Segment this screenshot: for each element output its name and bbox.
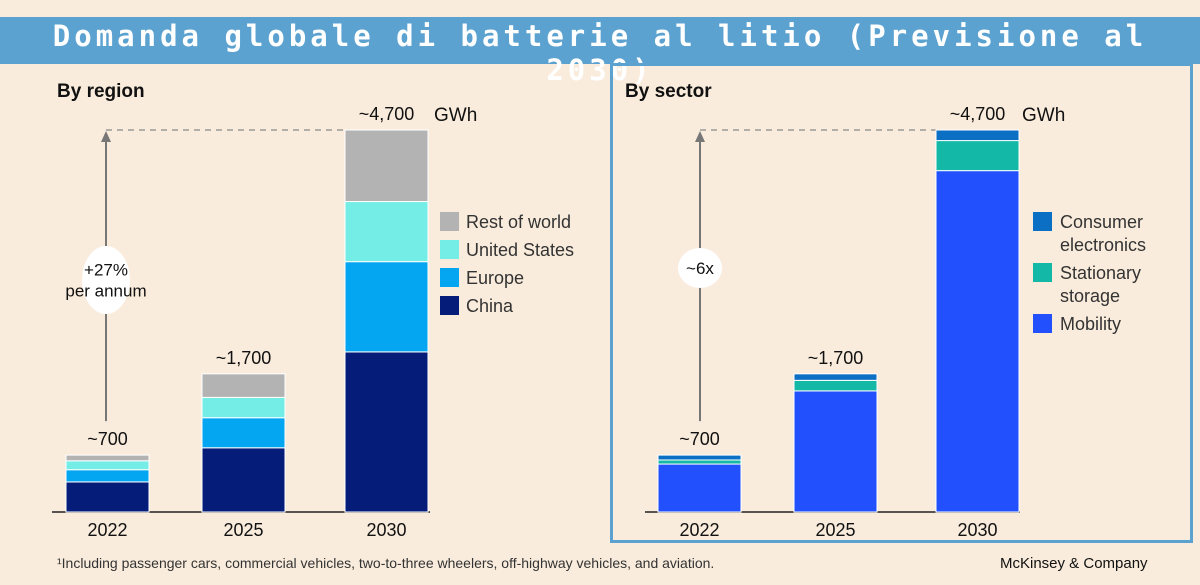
sector-total-label-2022: ~700 <box>679 429 720 449</box>
sector-growth-arrowhead <box>695 131 705 142</box>
sector-legend-label: Mobility <box>1060 314 1121 334</box>
sector-bar-2030-stationary-storage <box>935 140 1020 172</box>
sector-total-label-2030: ~4,700 <box>950 104 1006 124</box>
region-legend-label: United States <box>466 240 574 260</box>
brand-logo-text: McKinsey & Company <box>1000 555 1148 572</box>
region-bar-2030-united-states <box>344 201 429 263</box>
region-growth-label: +27% <box>84 261 128 280</box>
region-bar-2022-china <box>65 481 150 513</box>
region-unit-label: GWh <box>434 105 477 126</box>
region-x-tick-2022: 2022 <box>87 520 127 540</box>
sector-growth-label: ~6x <box>686 259 714 278</box>
sector-unit-label: GWh <box>1022 105 1065 126</box>
sector-bar-2030-mobility <box>935 170 1020 513</box>
sector-legend-label: electronics <box>1060 235 1146 255</box>
region-total-label-2030: ~4,700 <box>359 104 415 124</box>
sector-legend-swatch-stationary-storage <box>1033 263 1052 282</box>
sector-legend-swatch-consumer-electronics <box>1033 212 1052 231</box>
region-bar-2022-europe <box>65 469 150 483</box>
region-legend-swatch-rest-of-world <box>440 212 459 231</box>
sector-bar-2025-mobility <box>793 390 878 513</box>
region-total-label-2025: ~1,700 <box>216 348 272 368</box>
chart-title: Domanda globale di batterie al litio (Pr… <box>52 19 1148 87</box>
title-band <box>0 17 1200 64</box>
sector-x-tick-2022: 2022 <box>679 520 719 540</box>
region-legend-label: China <box>466 296 514 316</box>
region-bar-2022-united-states <box>65 460 150 471</box>
sector-bar-2022-mobility <box>657 463 742 513</box>
sector-x-tick-2030: 2030 <box>957 520 997 540</box>
region-bar-2030-europe <box>344 261 429 353</box>
sector-x-tick-2025: 2025 <box>815 520 855 540</box>
footnote: ¹Including passenger cars, commercial ve… <box>57 555 715 571</box>
sector-bar-2025-consumer-electronics <box>793 373 878 381</box>
region-panel-heading: By region <box>57 81 145 102</box>
region-legend-swatch-united-states <box>440 240 459 259</box>
region-bar-2022-rest-of-world <box>65 454 150 462</box>
region-legend-swatch-europe <box>440 268 459 287</box>
sector-bar-2022-consumer-electronics <box>657 454 742 461</box>
region-legend-label: Rest of world <box>466 212 571 232</box>
sector-legend-label: Stationary <box>1060 263 1141 283</box>
region-bar-2025-europe <box>201 417 286 449</box>
region-bar-2025-united-states <box>201 396 286 419</box>
region-x-tick-2030: 2030 <box>366 520 406 540</box>
region-x-tick-2025: 2025 <box>223 520 263 540</box>
region-bar-2025-rest-of-world <box>201 373 286 398</box>
region-growth-bubble <box>82 246 130 314</box>
region-growth-arrowhead <box>101 131 111 142</box>
sector-bar-2025-stationary-storage <box>793 379 878 392</box>
sector-legend-label: storage <box>1060 286 1120 306</box>
region-total-label-2022: ~700 <box>87 429 128 449</box>
sector-panel-heading: By sector <box>625 81 712 102</box>
sector-bar-2022-stationary-storage <box>657 459 742 465</box>
sector-panel-border <box>610 63 1193 543</box>
sector-bar-2030-consumer-electronics <box>935 129 1020 142</box>
region-growth-label: per annum <box>65 282 146 301</box>
sector-total-label-2025: ~1,700 <box>808 348 864 368</box>
region-legend-label: Europe <box>466 268 524 288</box>
sector-legend-swatch-mobility <box>1033 314 1052 333</box>
region-bar-2030-china <box>344 351 429 513</box>
sector-legend-label: Consumer <box>1060 212 1143 232</box>
region-legend-swatch-china <box>440 296 459 315</box>
region-bar-2025-china <box>201 447 286 513</box>
sector-growth-bubble <box>678 248 722 288</box>
region-bar-2030-rest-of-world <box>344 129 429 203</box>
